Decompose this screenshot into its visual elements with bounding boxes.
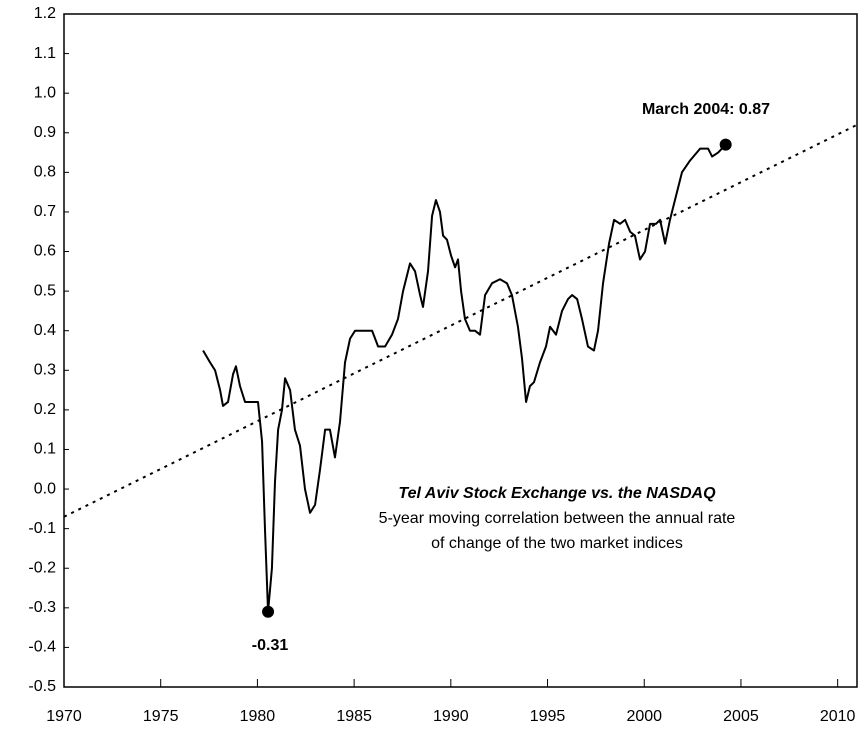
y-tick-label: 0.4 xyxy=(34,322,56,339)
highlight-point xyxy=(262,605,275,618)
y-tick-label: 0.6 xyxy=(34,243,56,260)
y-tick-label: -0.1 xyxy=(28,520,56,537)
x-tick-label: 2000 xyxy=(626,708,662,725)
max-label: March 2004: 0.87 xyxy=(642,101,770,118)
y-tick-label: 0.1 xyxy=(34,441,56,458)
x-tick-label: 1985 xyxy=(336,708,372,725)
plot-frame xyxy=(63,13,858,688)
note-title: Tel Aviv Stock Exchange vs. the NASDAQ xyxy=(398,485,716,502)
y-tick-label: 0.2 xyxy=(34,401,56,418)
y-tick-label: 1.1 xyxy=(34,45,56,62)
note-line: 5-year moving correlation between the an… xyxy=(379,510,736,527)
y-tick-label: -0.4 xyxy=(28,639,56,656)
x-tick-label: 1990 xyxy=(433,708,469,725)
y-tick-label: 0.5 xyxy=(34,282,56,299)
x-tick-label: 2010 xyxy=(820,708,856,725)
min-label: -0.31 xyxy=(252,637,289,654)
note-line: of change of the two market indices xyxy=(431,535,683,552)
x-tick-label: 1970 xyxy=(46,708,82,725)
x-tick-label: 1995 xyxy=(530,708,566,725)
y-tick-label: 0.0 xyxy=(34,480,56,497)
y-tick-label: 1.2 xyxy=(34,5,56,22)
series-line xyxy=(202,143,727,613)
y-tick-label: 0.8 xyxy=(34,164,56,181)
y-tick-label: -0.3 xyxy=(28,599,56,616)
y-tick-label: 0.7 xyxy=(34,203,56,220)
y-tick-label: -0.2 xyxy=(28,559,56,576)
x-tick-label: 1980 xyxy=(240,708,276,725)
x-tick-label: 2005 xyxy=(723,708,759,725)
y-tick-label: 1.0 xyxy=(34,84,56,101)
y-tick-label: 0.3 xyxy=(34,362,56,379)
y-tick-label: 0.9 xyxy=(34,124,56,141)
y-tick-label: -0.5 xyxy=(28,678,56,695)
highlight-point xyxy=(719,138,732,151)
x-tick-label: 1975 xyxy=(143,708,179,725)
trend-line xyxy=(63,123,858,518)
